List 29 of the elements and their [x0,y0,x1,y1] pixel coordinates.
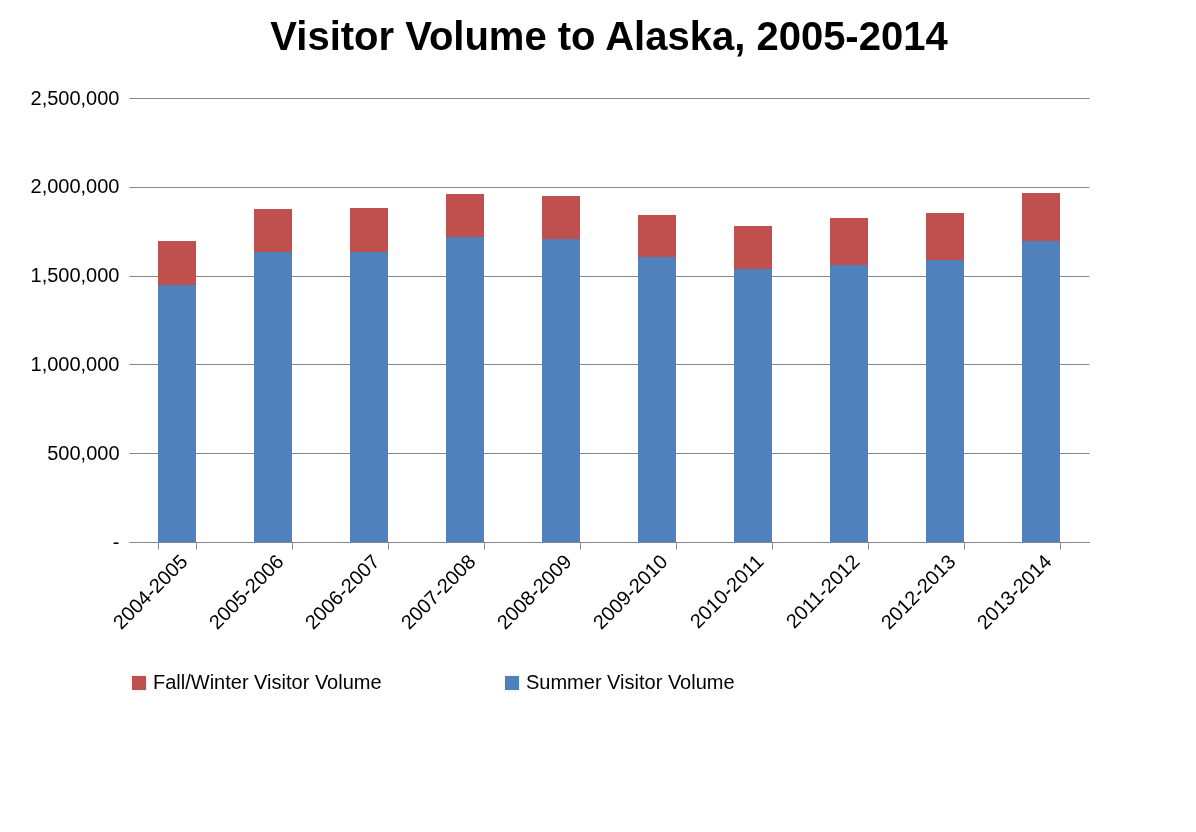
bar [350,208,388,252]
bar [926,213,964,260]
bar [542,239,580,542]
bar [830,264,868,542]
y-tick-label: 500,000 [47,441,120,464]
bar [734,269,772,542]
bar [734,226,772,270]
y-tick-label: - [112,530,120,553]
bar [254,251,292,542]
bar [158,285,196,542]
bar [638,215,676,257]
bar [158,240,196,286]
bar [1022,240,1060,542]
bar [446,194,484,238]
bar [926,259,964,542]
bar [350,251,388,542]
y-tick-label: 1,500,000 [30,264,120,287]
y-tick-label: 2,000,000 [30,175,120,198]
y-tick-label: 1,000,000 [30,352,120,375]
legend-label: Summer Visitor Volume [526,671,735,693]
y-tick-label: 2,500,000 [30,86,120,109]
legend-label: Fall/Winter Visitor Volume [153,671,382,693]
bar [830,218,868,265]
bar [542,196,580,240]
bar [638,256,676,542]
bar [254,209,292,252]
chart-title: Visitor Volume to Alaska, 2005-2014 [270,14,949,58]
bar [1022,193,1060,241]
bar [446,237,484,542]
